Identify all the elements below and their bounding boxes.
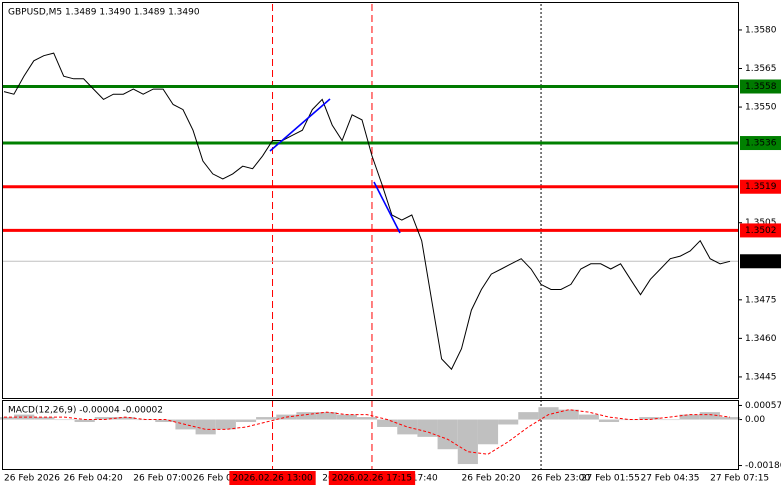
y-tick-label: 0.00057 <box>745 401 781 411</box>
price-panel-frame <box>2 2 739 399</box>
macd-bar <box>477 419 499 445</box>
macd-bar <box>518 412 539 420</box>
level-label-box <box>740 136 781 151</box>
macd-bar <box>215 419 236 430</box>
macd-bar <box>719 417 741 420</box>
macd-bar <box>155 419 176 423</box>
back-layer: 1.3580 1.3565 1.3550 1.3505 1.3475 1.3460 1.34… <box>2 4 781 484</box>
last-price-label: 1.3490 <box>745 257 777 267</box>
y-tick-label: 0.00 <box>745 415 765 425</box>
macd-bar <box>659 419 680 421</box>
y-tick-label: 1.3505 <box>745 218 777 228</box>
macd-bar <box>498 419 519 425</box>
level-label: 1.3519 <box>745 182 777 192</box>
macd-title: MACD(12,26,9) -0.00004 -0.00002 <box>8 406 163 416</box>
macd-bar <box>578 414 599 420</box>
macd-bar <box>195 419 216 435</box>
macd-bar <box>558 409 579 420</box>
macd-bar <box>94 417 115 420</box>
front-layer: 2026.02.26 13:00 2026.02.26 17:15 1.3558 1.… <box>229 79 781 485</box>
axis-label: 2026.02.26 17:15 <box>332 474 412 484</box>
macd-panel-frame <box>2 400 739 470</box>
last-price-box <box>740 254 781 269</box>
macd-bar <box>417 419 438 437</box>
macd-bar <box>0 417 15 420</box>
trend-line <box>373 181 401 234</box>
macd-bar <box>598 419 620 423</box>
macd-bar <box>316 412 337 420</box>
macd-bar <box>619 419 640 421</box>
y-tick-label: 1.3550 <box>745 103 777 113</box>
x-tick-label: 26 <box>322 474 334 484</box>
x-tick-label: 27 Feb 04:35 <box>640 474 699 484</box>
y-tick-label: -0.00186 <box>745 461 781 471</box>
macd-bar <box>457 419 478 465</box>
macd-bar <box>235 419 257 423</box>
macd-bar <box>296 412 317 420</box>
level-label-box <box>740 179 781 194</box>
macd-bar <box>356 417 378 420</box>
label-box <box>328 471 416 485</box>
label-box <box>229 471 316 485</box>
macd-bar <box>437 419 458 450</box>
x-tick-label: 27 Feb 07:15 <box>710 474 769 484</box>
level-label: 1.3558 <box>745 82 777 92</box>
x-tick-label: 27 Feb 01:55 <box>581 474 640 484</box>
macd-bar <box>699 412 720 420</box>
macd-bar <box>538 407 559 420</box>
y-tick-label: 1.3475 <box>745 295 777 305</box>
macd-bar <box>256 417 277 420</box>
macd-bar <box>397 419 418 435</box>
macd-bar <box>54 419 75 421</box>
level-label-box <box>740 223 781 238</box>
x-tick-label: 26 Feb 20:20 <box>461 474 520 484</box>
axis-label: 2026.02.26 13:00 <box>232 474 313 484</box>
chart-title: GBPUSD,M5 1.3489 1.3490 1.3489 1.3490 <box>8 8 200 18</box>
macd-bar <box>639 417 660 420</box>
macd-bar <box>679 414 700 420</box>
y-tick-label: 1.3445 <box>745 372 777 382</box>
x-tick-label: 26 Feb 07:00 <box>133 474 192 484</box>
y-tick-label: 1.3460 <box>745 334 777 344</box>
data-layer <box>0 52 741 465</box>
trend-line <box>269 98 331 152</box>
y-tick-label: 1.3565 <box>745 64 777 74</box>
x-tick-label: 26 Feb 04:20 <box>64 474 123 484</box>
price-line <box>3 52 731 371</box>
level-label: 1.3502 <box>745 226 777 236</box>
signal-line <box>4 409 731 455</box>
x-tick-label: 26 Feb 2026 <box>4 474 60 484</box>
macd-bar <box>377 419 398 427</box>
macd-bar <box>74 419 95 423</box>
x-tick-label: 17:40 <box>412 474 438 484</box>
macd-bar <box>336 414 357 420</box>
x-tick-label: 26 Feb 09 <box>193 474 238 484</box>
level-label-box <box>740 79 781 94</box>
macd-bar <box>114 417 136 420</box>
x-tick-label: 26 Feb 23:00 <box>531 474 590 484</box>
y-tick-label: 1.3580 <box>745 25 777 35</box>
macd-bar <box>34 417 55 420</box>
level-label: 1.3536 <box>745 139 777 149</box>
